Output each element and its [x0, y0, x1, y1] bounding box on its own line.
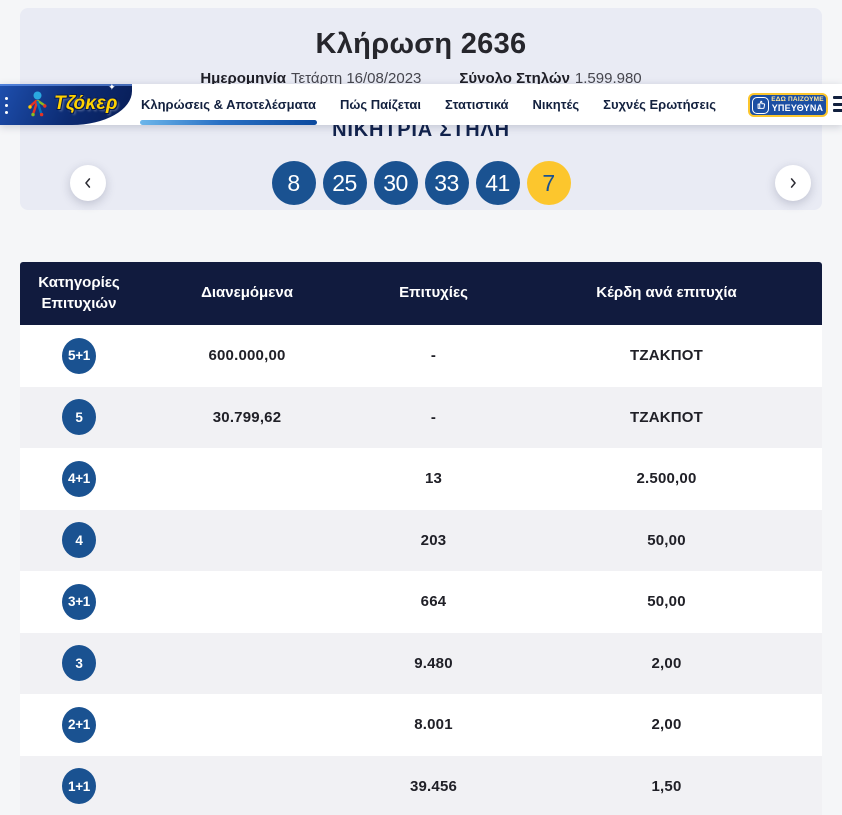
- category-badge: 1+1: [62, 768, 96, 805]
- category-badge: 5: [62, 399, 96, 436]
- previous-draw-button[interactable]: [70, 165, 106, 201]
- tzoker-logo[interactable]: Τζόκερ ✦: [0, 82, 132, 125]
- nav-item[interactable]: Συχνές Ερωτήσεις: [603, 97, 716, 112]
- cell-prize: 2,00: [651, 654, 682, 672]
- responsible-badge-line1: ΕΔΩ ΠΑΙΖΟΥΜΕ: [771, 95, 824, 103]
- cell-winners: 13: [424, 470, 443, 488]
- category-badge: 5+1: [62, 337, 96, 374]
- cell-prize: 2,00: [651, 716, 682, 734]
- draw-date: Ημερομηνία Τετάρτη 16/08/2023: [200, 70, 421, 87]
- winning-number-ball: 25: [322, 161, 367, 205]
- nav-item[interactable]: Πώς Παίζεται: [340, 97, 421, 112]
- nav-item[interactable]: Στατιστικά: [444, 97, 509, 112]
- results-table: Κατηγορίες Επιτυχιών Διανεμόμενα Επιτυχί…: [20, 262, 822, 815]
- responsible-badge-line2: ΥΠΕΥΘΥΝΑ: [771, 102, 824, 113]
- header-winners: Επιτυχίες: [399, 284, 468, 302]
- winning-number-ball: 41: [475, 161, 520, 205]
- draw-title: Κλήρωση 2636: [315, 28, 527, 60]
- menu-icon[interactable]: [833, 96, 842, 112]
- draw-date-value: Τετάρτη 16/08/2023: [290, 70, 422, 87]
- nav-item[interactable]: Νικητές: [532, 97, 580, 112]
- results-table-header: Κατηγορίες Επιτυχιών Διανεμόμενα Επιτυχί…: [20, 262, 822, 325]
- category-badge: 3+1: [62, 583, 96, 620]
- cell-distributed: 30.799,62: [212, 408, 282, 426]
- total-columns-value: 1.599.980: [574, 70, 642, 87]
- responsible-gaming-badge[interactable]: ΕΔΩ ΠΑΙΖΟΥΜΕ ΥΠΕΥΘΥΝΑ: [748, 93, 828, 117]
- winning-number-ball: 33: [424, 161, 469, 205]
- cell-winners: 203: [420, 531, 447, 549]
- cell-prize: 50,00: [647, 531, 686, 549]
- total-columns: Σύνολο Στηλών 1.599.980: [459, 70, 641, 87]
- table-row: 5 30.799,62 - ΤΖΑΚΠΟΤ: [20, 386, 822, 448]
- cell-winners: 8.001: [414, 716, 453, 734]
- cell-prize: 2.500,00: [636, 470, 697, 488]
- main-navbar: Τζόκερ ✦ Κληρώσεις & Αποτελέσματα Πώς Παί…: [0, 82, 842, 125]
- cell-winners: -: [430, 408, 437, 426]
- winning-numbers: 8 25 30 33 41 7: [20, 161, 822, 205]
- category-badge: 4: [62, 522, 96, 559]
- table-row: 4 203 50,00: [20, 509, 822, 571]
- winning-number-ball: 30: [373, 161, 418, 205]
- header-distributed: Διανεμόμενα: [201, 284, 293, 302]
- cell-prize: 50,00: [647, 593, 686, 611]
- header-prize: Κέρδη ανά επιτυχία: [596, 284, 737, 302]
- cell-winners: 39.456: [409, 777, 458, 795]
- table-row: 1+1 39.456 1,50: [20, 755, 822, 815]
- cell-prize: ΤΖΑΚΠΟΤ: [629, 408, 704, 426]
- cell-winners: 9.480: [414, 654, 453, 672]
- table-row: 3 9.480 2,00: [20, 632, 822, 694]
- draw-meta: Ημερομηνία Τετάρτη 16/08/2023 Σύνολο Στηλ…: [20, 70, 822, 87]
- cell-prize: 1,50: [651, 777, 682, 795]
- chevron-left-icon: [85, 178, 91, 188]
- draw-date-label: Ημερομηνία: [200, 70, 286, 87]
- cell-prize: ΤΖΑΚΠΟΤ: [629, 347, 704, 365]
- drag-handle-dots-icon[interactable]: [2, 92, 10, 118]
- winning-number-ball: 8: [271, 161, 316, 205]
- category-badge: 3: [62, 645, 96, 682]
- results-body: 5+1 600.000,00 - ΤΖΑΚΠΟΤ 5 30.799,62 - Τ…: [20, 325, 822, 815]
- sparkle-icon: ✦: [108, 82, 116, 92]
- table-row: 2+1 8.001 2,00: [20, 694, 822, 756]
- thumbs-up-icon: [752, 96, 769, 114]
- brand-wordmark: Τζόκερ: [54, 93, 118, 114]
- cell-winners: 664: [420, 593, 447, 611]
- opap-mascot-icon: [28, 91, 47, 117]
- cell-winners: -: [430, 347, 437, 365]
- total-columns-label: Σύνολο Στηλών: [459, 70, 570, 87]
- next-draw-button[interactable]: [775, 165, 811, 201]
- table-row: 3+1 664 50,00: [20, 571, 822, 633]
- nav-item[interactable]: Κληρώσεις & Αποτελέσματα: [139, 84, 318, 125]
- header-categories: Κατηγορίες Επιτυχιών: [38, 274, 120, 312]
- table-row: 4+1 13 2.500,00: [20, 448, 822, 510]
- table-row: 5+1 600.000,00 - ΤΖΑΚΠΟΤ: [20, 325, 822, 387]
- chevron-right-icon: [790, 178, 796, 188]
- cell-distributed: 600.000,00: [208, 347, 286, 365]
- category-badge: 4+1: [62, 460, 96, 497]
- category-badge: 2+1: [62, 706, 96, 743]
- nav-items: Κληρώσεις & Αποτελέσματα Πώς Παίζεται Στατ…: [139, 84, 716, 125]
- joker-number-ball: 7: [526, 161, 571, 205]
